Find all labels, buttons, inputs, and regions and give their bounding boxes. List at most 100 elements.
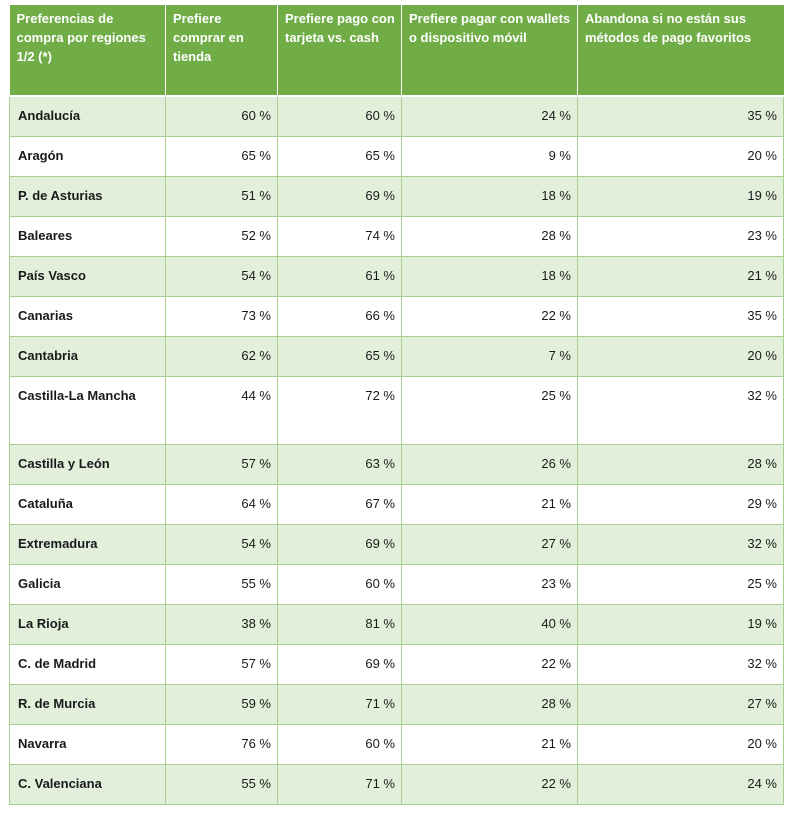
store-cell: 52 % [165,215,278,257]
store-cell: 73 % [165,295,278,337]
header-wallet: Prefiere pagar con wallets o dispositivo… [401,5,578,97]
store-cell: 51 % [165,175,278,217]
abandon-cell: 28 % [577,443,784,485]
table-row: Extremadura 54 % 69 % 27 % 32 % [9,523,784,565]
card-cell: 66 % [277,295,402,337]
table-row: C. de Madrid 57 % 69 % 22 % 32 % [9,643,784,685]
abandon-cell: 20 % [577,335,784,377]
wallet-cell: 22 % [401,643,578,685]
region-cell: La Rioja [9,603,166,645]
table-row: Castilla y León 57 % 63 % 26 % 28 % [9,443,784,485]
table-row: Aragón 65 % 65 % 9 % 20 % [9,135,784,177]
card-cell: 65 % [277,335,402,377]
card-cell: 72 % [277,375,402,445]
region-cell: C. de Madrid [9,643,166,685]
table-row: P. de Asturias 51 % 69 % 18 % 19 % [9,175,784,217]
store-cell: 59 % [165,683,278,725]
card-cell: 69 % [277,175,402,217]
abandon-cell: 20 % [577,135,784,177]
region-cell: Canarias [9,295,166,337]
region-cell: P. de Asturias [9,175,166,217]
wallet-cell: 9 % [401,135,578,177]
wallet-cell: 28 % [401,215,578,257]
store-cell: 65 % [165,135,278,177]
store-cell: 54 % [165,523,278,565]
wallet-cell: 18 % [401,175,578,217]
card-cell: 67 % [277,483,402,525]
store-cell: 57 % [165,443,278,485]
table-body: Andalucía 60 % 60 % 24 % 35 % Aragón 65 … [9,95,784,805]
card-cell: 69 % [277,523,402,565]
card-cell: 81 % [277,603,402,645]
card-cell: 71 % [277,763,402,805]
abandon-cell: 24 % [577,763,784,805]
wallet-cell: 28 % [401,683,578,725]
abandon-cell: 27 % [577,683,784,725]
table-row: País Vasco 54 % 61 % 18 % 21 % [9,255,784,297]
region-cell: C. Valenciana [9,763,166,805]
region-cell: Andalucía [9,95,166,137]
table-row: C. Valenciana 55 % 71 % 22 % 24 % [9,763,784,805]
header-store: Prefiere comprar en tienda [165,5,278,97]
store-cell: 62 % [165,335,278,377]
header-row: Preferencias de compra por regiones 1/2 … [9,5,784,97]
region-cell: Navarra [9,723,166,765]
abandon-cell: 25 % [577,563,784,605]
header-region: Preferencias de compra por regiones 1/2 … [9,5,166,97]
abandon-cell: 32 % [577,375,784,445]
card-cell: 60 % [277,563,402,605]
card-cell: 63 % [277,443,402,485]
abandon-cell: 21 % [577,255,784,297]
region-cell: Cataluña [9,483,166,525]
wallet-cell: 40 % [401,603,578,645]
table-row: Andalucía 60 % 60 % 24 % 35 % [9,95,784,137]
card-cell: 69 % [277,643,402,685]
region-cell: Extremadura [9,523,166,565]
store-cell: 55 % [165,563,278,605]
table-row: La Rioja 38 % 81 % 40 % 19 % [9,603,784,645]
wallet-cell: 27 % [401,523,578,565]
card-cell: 60 % [277,95,402,137]
abandon-cell: 29 % [577,483,784,525]
table-container: Preferencias de compra por regiones 1/2 … [9,5,784,805]
region-cell: Castilla-La Mancha [9,375,166,445]
region-cell: R. de Murcia [9,683,166,725]
region-cell: Galicia [9,563,166,605]
table-row: R. de Murcia 59 % 71 % 28 % 27 % [9,683,784,725]
abandon-cell: 35 % [577,95,784,137]
abandon-cell: 32 % [577,643,784,685]
wallet-cell: 18 % [401,255,578,297]
abandon-cell: 32 % [577,523,784,565]
abandon-cell: 35 % [577,295,784,337]
abandon-cell: 20 % [577,723,784,765]
wallet-cell: 23 % [401,563,578,605]
wallet-cell: 22 % [401,763,578,805]
card-cell: 65 % [277,135,402,177]
wallet-cell: 7 % [401,335,578,377]
region-cell: Baleares [9,215,166,257]
table-row: Canarias 73 % 66 % 22 % 35 % [9,295,784,337]
card-cell: 74 % [277,215,402,257]
table-row: Castilla-La Mancha 44 % 72 % 25 % 32 % [9,375,784,445]
header-abandon: Abandona si no están sus métodos de pago… [577,5,784,97]
store-cell: 57 % [165,643,278,685]
region-cell: Aragón [9,135,166,177]
store-cell: 60 % [165,95,278,137]
table-row: Galicia 55 % 60 % 23 % 25 % [9,563,784,605]
card-cell: 61 % [277,255,402,297]
wallet-cell: 21 % [401,723,578,765]
card-cell: 60 % [277,723,402,765]
wallet-cell: 22 % [401,295,578,337]
wallet-cell: 24 % [401,95,578,137]
header-card: Prefiere pago con tarjeta vs. cash [277,5,402,97]
wallet-cell: 25 % [401,375,578,445]
store-cell: 54 % [165,255,278,297]
card-cell: 71 % [277,683,402,725]
abandon-cell: 19 % [577,603,784,645]
wallet-cell: 26 % [401,443,578,485]
table-row: Cantabria 62 % 65 % 7 % 20 % [9,335,784,377]
abandon-cell: 23 % [577,215,784,257]
store-cell: 76 % [165,723,278,765]
store-cell: 38 % [165,603,278,645]
table-row: Baleares 52 % 74 % 28 % 23 % [9,215,784,257]
